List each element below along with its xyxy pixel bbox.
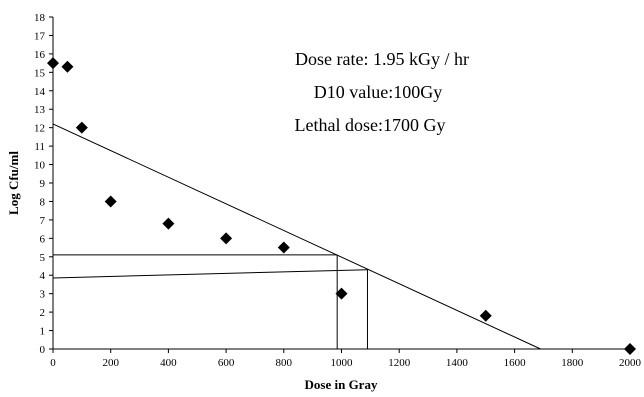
y-tick-label: 13 <box>34 104 46 116</box>
annotation-dose-rate: Dose rate: 1.95 kGy / hr <box>295 49 469 69</box>
data-point-diamond <box>624 343 636 355</box>
annotation-d10-value: D10 value:100Gy <box>314 82 442 102</box>
data-point-diamond <box>335 287 348 300</box>
x-tick-label: 0 <box>50 357 56 369</box>
y-tick-label: 3 <box>40 289 46 301</box>
data-points <box>47 57 636 355</box>
y-tick-label: 11 <box>34 141 45 153</box>
y-tick-label: 9 <box>40 178 46 190</box>
y-tick-label: 12 <box>34 123 45 135</box>
y-tick-label: 4 <box>40 270 46 282</box>
data-point-diamond <box>47 57 59 70</box>
x-tick-label: 1600 <box>504 357 527 369</box>
y-tick-label: 7 <box>40 215 46 227</box>
data-point-diamond <box>162 217 175 230</box>
y-tick-label: 18 <box>34 12 46 24</box>
y-tick-label: 1 <box>40 326 46 338</box>
x-tick-label: 600 <box>218 357 235 369</box>
y-tick-label: 0 <box>40 344 46 356</box>
x-tick-label: 1800 <box>561 357 584 369</box>
x-tick-labels: 0 200 400 600 800 1000 1200 1400 1600 1800 2000 <box>50 349 642 369</box>
data-point-diamond <box>277 241 290 254</box>
y-tick-label: 17 <box>34 30 46 42</box>
x-tick-label: 1400 <box>446 357 469 369</box>
y-tick-label: 2 <box>40 307 46 319</box>
y-tick-label: 6 <box>40 233 46 245</box>
y-tick-label: 8 <box>40 196 46 208</box>
x-tick-label: 1000 <box>331 357 354 369</box>
reference-lines <box>52 123 541 350</box>
reference-line <box>52 123 541 350</box>
x-tick-label: 400 <box>160 357 177 369</box>
data-point-diamond <box>220 232 233 245</box>
x-tick-label: 2000 <box>619 357 642 369</box>
data-point-diamond <box>104 195 117 208</box>
x-axis-title: Dose in Gray <box>305 377 378 392</box>
data-point-diamond <box>61 60 74 73</box>
y-tick-label: 10 <box>34 160 46 172</box>
y-tick-label: 5 <box>40 252 46 264</box>
reference-line <box>52 269 368 279</box>
y-axis-title: Log Cfu/ml <box>6 151 21 215</box>
data-point-diamond <box>75 121 88 134</box>
data-point-diamond <box>479 309 492 322</box>
y-tick-label: 14 <box>34 86 46 98</box>
y-tick-label: 15 <box>34 67 46 79</box>
x-tick-label: 800 <box>276 357 293 369</box>
x-tick-label: 1200 <box>388 357 411 369</box>
y-tick-label: 16 <box>34 49 46 61</box>
annotation-lethal-dose: Lethal dose:1700 Gy <box>295 115 446 135</box>
x-tick-label: 200 <box>102 357 119 369</box>
